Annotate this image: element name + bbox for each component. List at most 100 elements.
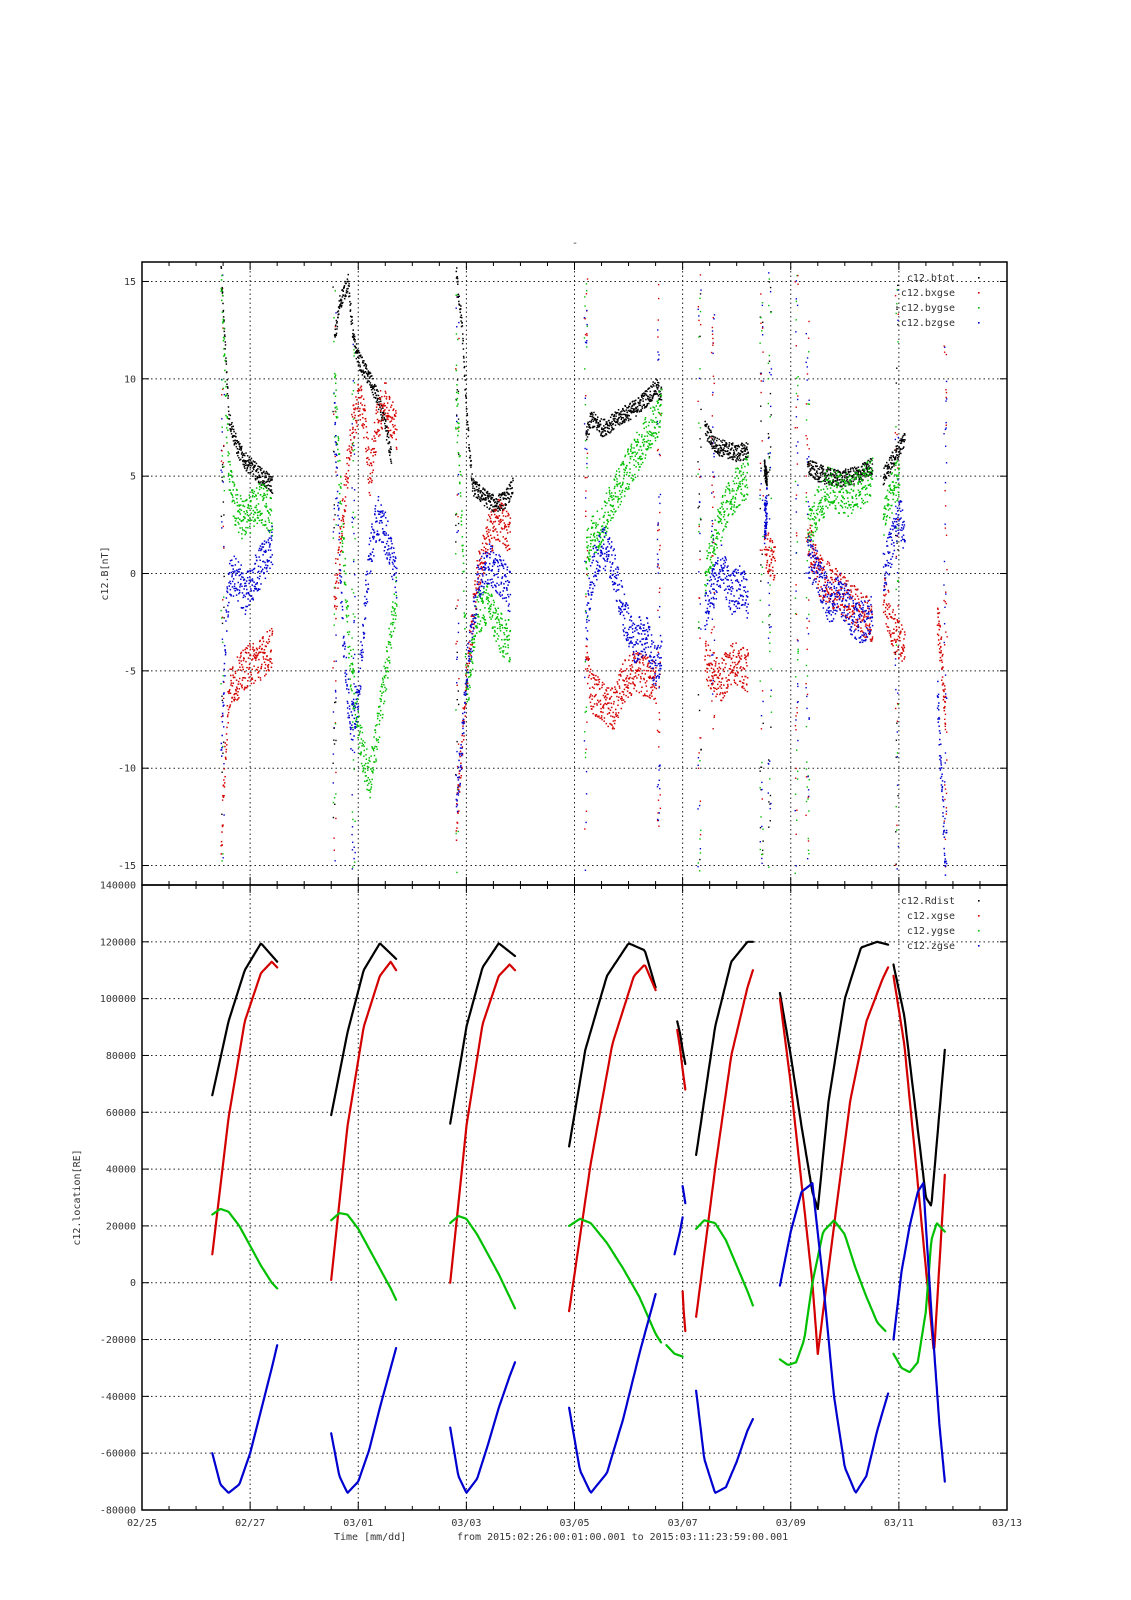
btop-data-point (858, 478, 861, 481)
btop-data-point (360, 396, 362, 399)
btop-data-point (900, 630, 902, 633)
btop-data-point (891, 640, 893, 642)
btop-data-point (741, 445, 744, 447)
btop-data-point (585, 434, 588, 436)
btop-data-point (510, 481, 513, 483)
btop-data-point (227, 451, 229, 453)
btop-spike-point (943, 433, 945, 435)
btop-data-point (704, 420, 706, 423)
btop-data-point (382, 405, 384, 407)
btop-spike-point (769, 452, 772, 454)
btop-data-point (731, 456, 733, 458)
btop-spike-point (796, 639, 799, 641)
btop-data-point (731, 444, 734, 446)
btop-data-point (858, 610, 861, 613)
btop-data-point (846, 473, 849, 475)
btop-data-point (604, 434, 606, 437)
btop-spike-point (760, 420, 762, 422)
btop-data-point (884, 465, 886, 468)
btop-data-point (393, 432, 396, 435)
btop-data-point (237, 521, 239, 524)
btop-data-point (610, 723, 612, 726)
btop-spike-point (334, 290, 336, 292)
btop-spike-point (795, 331, 797, 333)
btop-data-point (463, 708, 465, 710)
btop-spike-point (333, 727, 335, 729)
btop-data-point (384, 409, 386, 411)
btop-data-point (711, 671, 714, 674)
btop-data-point (244, 651, 247, 654)
btop-spike-point (352, 418, 355, 420)
btop-data-point (902, 434, 905, 437)
btop-spike-point (351, 516, 354, 519)
btop-data-point (716, 667, 719, 670)
btop-data-point (356, 351, 358, 353)
btop-data-point (496, 507, 499, 510)
btop-data-point (464, 704, 467, 706)
btop-data-point (744, 445, 746, 447)
btop-data-point (834, 477, 837, 479)
btop-data-point (765, 466, 767, 468)
btop-spike-point (455, 428, 457, 430)
btop-spike-point (657, 609, 659, 612)
btop-data-point (730, 657, 733, 660)
btop-data-point (233, 693, 235, 696)
btop-data-point (884, 606, 887, 609)
btop-data-point (857, 472, 859, 475)
btop-data-point (628, 414, 630, 417)
btop-data-point (741, 682, 744, 684)
btop-data-point (834, 469, 836, 471)
btop-data-point (706, 667, 708, 670)
btop-data-point (652, 670, 654, 672)
btop-data-point (732, 456, 734, 459)
btop-data-point (886, 468, 889, 470)
btop-data-point (590, 705, 592, 707)
btop-data-point (889, 630, 891, 632)
btop-data-point (456, 792, 459, 794)
btop-data-point (257, 666, 259, 669)
btop-data-point (631, 407, 633, 410)
btop-spike-point (333, 504, 336, 506)
btop-data-point (465, 674, 467, 677)
btop-data-point (595, 693, 597, 696)
btop-spike-point (946, 731, 948, 733)
btop-data-point (263, 480, 265, 483)
btop-data-point (266, 659, 269, 661)
btop-spike-point (586, 325, 589, 328)
btop-spike-point (657, 358, 660, 360)
btop-data-point (855, 467, 858, 469)
btop-data-point (647, 669, 650, 672)
btop-spike-point (457, 473, 460, 476)
btop-data-point (455, 277, 458, 279)
btop-data-point (350, 451, 352, 454)
btop-data-point (475, 592, 478, 594)
btop-data-point (265, 470, 268, 473)
btop-data-point (633, 657, 635, 659)
btop-spike-point (457, 830, 459, 833)
btop-data-point (617, 704, 619, 707)
btop-data-point (629, 673, 632, 675)
btop-data-point (895, 450, 898, 452)
btop-data-point (457, 784, 460, 787)
btop-data-point (588, 696, 591, 699)
btop-data-point (627, 684, 629, 687)
btop-spike-point (796, 706, 798, 709)
btop-data-point (825, 585, 828, 587)
btop-data-point (223, 354, 226, 357)
btop-data-point (863, 470, 865, 472)
btop-spike-point (806, 540, 808, 543)
btop-data-point (340, 306, 343, 308)
btop-data-point (381, 395, 383, 398)
btop-data-point (230, 433, 233, 435)
btop-data-point (594, 683, 596, 686)
btop-data-point (458, 791, 461, 793)
btop-spike-point (794, 480, 797, 483)
btop-data-point (493, 498, 496, 501)
btop-spike-point (808, 613, 810, 616)
btop-ytick-label: -5 (124, 666, 136, 677)
btop-data-point (221, 292, 224, 294)
btop-data-point (939, 626, 941, 628)
btop-data-point (940, 651, 942, 654)
btop-data-point (816, 475, 818, 477)
btop-spike-point (807, 796, 809, 798)
